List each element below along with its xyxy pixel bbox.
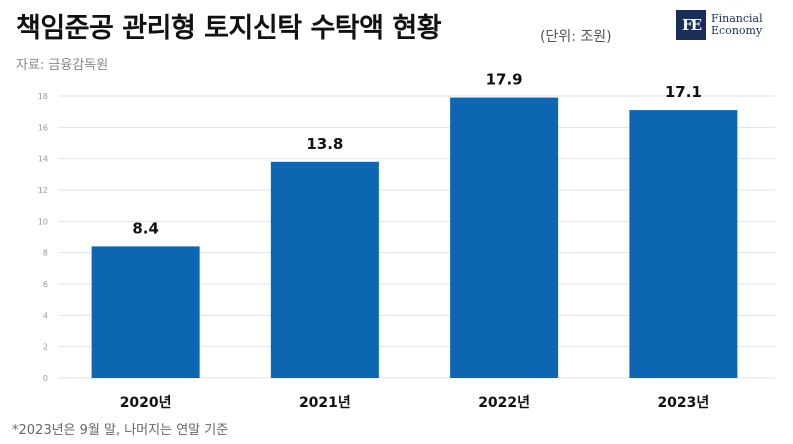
x-tick-label: 2020년	[120, 395, 172, 411]
y-tick-label: 2	[43, 343, 48, 352]
chart-title: 책임준공 관리형 토지신탁 수탁액 현황	[16, 13, 442, 44]
bar	[91, 246, 200, 378]
source-label: 자료: 금융감독원	[16, 58, 109, 73]
bar-value-label: 17.9	[486, 71, 523, 89]
logo-text: Financial Economy	[711, 13, 763, 37]
logo-mark: FE	[676, 10, 706, 40]
y-tick-label: 8	[43, 249, 48, 258]
logo-line-2: Economy	[711, 24, 763, 37]
y-tick-label: 14	[38, 155, 48, 164]
y-tick-label: 0	[43, 374, 48, 383]
y-tick-label: 10	[38, 217, 48, 226]
x-tick-label: 2023년	[657, 395, 709, 411]
x-tick-label: 2021년	[299, 395, 351, 411]
y-tick-label: 12	[38, 186, 48, 195]
logo-line-1: Financial	[711, 12, 763, 25]
brand-logo: FE Financial Economy	[676, 10, 763, 40]
y-tick-label: 18	[38, 92, 48, 101]
y-tick-label: 6	[43, 280, 48, 289]
bar	[270, 161, 379, 378]
x-tick-label: 2022년	[478, 395, 530, 411]
bar	[629, 110, 738, 378]
bar-value-label: 17.1	[665, 83, 702, 101]
unit-label: (단위: 조원)	[540, 29, 612, 45]
footnote: *2023년은 9월 말, 나머지는 연말 기준	[12, 423, 229, 438]
y-tick-label: 16	[38, 123, 48, 132]
bar	[450, 97, 559, 379]
bar-value-label: 13.8	[306, 135, 343, 153]
y-tick-label: 4	[43, 311, 48, 320]
bar-value-label: 8.4	[132, 219, 159, 237]
